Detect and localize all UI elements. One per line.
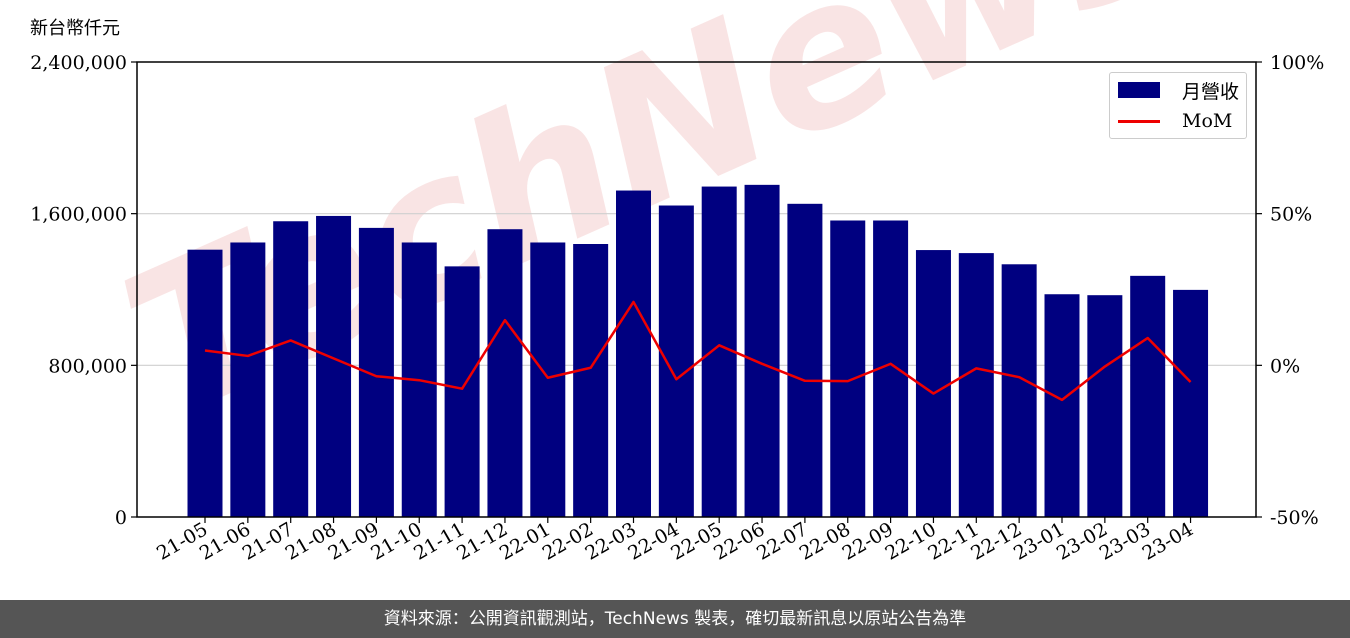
x-tick-label-23-04: 23-04: [1139, 518, 1197, 564]
bar-series: [187, 184, 1209, 518]
y-left-tick-label: 1,600,000: [30, 204, 127, 226]
bar-22-02: [573, 244, 609, 517]
y-axis-unit-label: 新台幣仟元: [30, 18, 120, 39]
bar-21-08: [316, 215, 352, 518]
legend-label-revenue: 月營收: [1182, 80, 1240, 103]
bar-23-03: [1130, 275, 1166, 517]
legend-swatch-mom: [1118, 119, 1160, 123]
y-right-tick-label: 100%: [1270, 52, 1324, 74]
mom-line-series: [204, 300, 1192, 402]
bar-22-10: [915, 250, 951, 518]
bar-22-11: [958, 253, 994, 517]
bar-21-05: [187, 249, 223, 517]
y-right-tick-label: 50%: [1270, 204, 1312, 226]
legend-swatch-revenue: [1118, 82, 1160, 98]
bar-22-08: [830, 220, 866, 517]
bar-21-12: [487, 229, 523, 517]
revenue-chart: TechNews 0800,0001,600,0002,400,000-50%0…: [30, 0, 1324, 565]
bar-22-01: [530, 242, 566, 517]
bar-22-03: [616, 190, 651, 517]
legend: 月營收 MoM: [1109, 72, 1247, 139]
bar-23-02: [1087, 295, 1123, 517]
bar-22-07: [787, 203, 823, 517]
y-left-tick-label: 800,000: [48, 355, 127, 377]
footer-source-note: 資料來源：公開資訊觀測站，TechNews 製表，確切最新訊息以原站公告為準: [0, 600, 1350, 638]
bar-21-07: [273, 221, 309, 517]
bar-21-06: [230, 242, 266, 517]
bar-23-01: [1044, 294, 1080, 517]
y-right-tick-label: -50%: [1270, 507, 1319, 529]
y-right-tick-label: 0%: [1270, 355, 1300, 377]
bar-22-12: [1001, 264, 1037, 517]
bar-22-06: [744, 184, 780, 517]
bar-22-05: [701, 186, 737, 517]
legend-item-revenue: 月營收: [1118, 75, 1239, 105]
plot-frame: [136, 61, 1257, 518]
y-left-tick-label: 2,400,000: [30, 52, 127, 74]
mom-line: [204, 300, 1192, 402]
y-left-tick-label: 0: [115, 507, 127, 529]
bar-21-11: [444, 266, 480, 517]
bar-23-04: [1173, 289, 1209, 517]
legend-item-mom: MoM: [1118, 106, 1232, 136]
bar-22-04: [658, 205, 694, 517]
legend-label-mom: MoM: [1182, 110, 1233, 132]
